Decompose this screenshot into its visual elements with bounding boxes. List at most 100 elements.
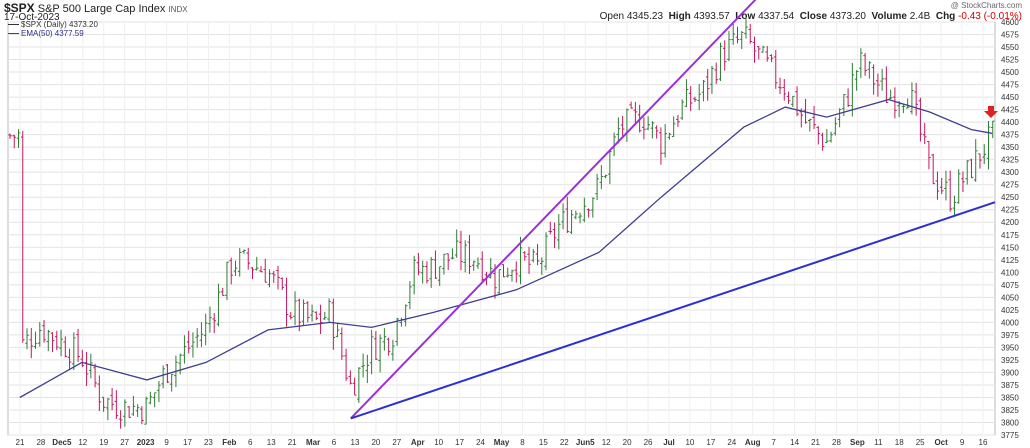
x-tick-label: 21 [288, 438, 297, 447]
x-tick-label: 17 [183, 438, 192, 447]
x-tick-label: 17 [455, 438, 464, 447]
y-tick-label: 4450 [1001, 93, 1019, 102]
y-tick-label: 3925 [1001, 356, 1019, 365]
y-tick-label: 3900 [1001, 368, 1019, 377]
y-tick-label: 3775 [1001, 431, 1019, 440]
y-tick-label: 4200 [1001, 218, 1019, 227]
ema50-line [19, 98, 993, 399]
x-tick-label: 21 [16, 438, 25, 447]
x-tick-label: 20 [371, 438, 380, 447]
lower-trendline [350, 201, 996, 420]
marker-arrow-icon [984, 106, 998, 118]
close-value: 4373.20 [829, 11, 866, 22]
y-tick-label: 4125 [1001, 256, 1019, 265]
y-tick-label: 4500 [1001, 68, 1019, 77]
x-tick-label: 16 [979, 438, 988, 447]
x-tick-label: 9 [164, 438, 169, 447]
y-tick-label: 4575 [1001, 31, 1019, 40]
high-label: High [668, 11, 691, 22]
x-tick-label: 18 [895, 438, 904, 447]
x-tick-label: 19 [99, 438, 108, 447]
volume-label: Volume [871, 11, 907, 22]
y-tick-label: 3950 [1001, 343, 1019, 352]
x-tick-label: Jul [663, 438, 675, 447]
chg-label: Chg [935, 11, 956, 22]
x-tick-label: 21 [811, 438, 820, 447]
x-tick-label: 25 [916, 438, 925, 447]
x-tick-label: 6 [248, 438, 253, 447]
y-tick-label: 4550 [1001, 43, 1019, 52]
y-tick-label: 4025 [1001, 306, 1019, 315]
chg-value: -0.43 (-0.01%) [958, 11, 1022, 22]
ticker: $SPX [4, 1, 35, 15]
x-tick-label: Oct [934, 438, 948, 447]
y-tick-label: 3875 [1001, 381, 1019, 390]
x-tick-label: Apr [411, 438, 425, 447]
ema-swatch [8, 33, 19, 35]
x-tick-label: 6 [332, 438, 337, 447]
y-tick-label: 4375 [1001, 131, 1019, 140]
y-tick-label: 4425 [1001, 106, 1019, 115]
y-tick-label: 4050 [1001, 293, 1019, 302]
x-tick-label: 27 [392, 438, 401, 447]
x-tick-label: 7 [771, 438, 776, 447]
legend: $SPX (Daily) 4373.20 EMA(50) 4377.59 [8, 20, 98, 38]
x-tick-label: Aug [745, 438, 761, 447]
x-tick-label: 8 [520, 438, 525, 447]
legend-ema-entry: EMA(50) 4377.59 [8, 29, 98, 38]
low-value: 4337.54 [758, 11, 795, 22]
high-value: 4393.57 [693, 11, 730, 22]
y-tick-label: 4075 [1001, 281, 1019, 290]
x-tick-label: 28 [36, 438, 45, 447]
index-name: S&P 500 Large Cap Index [37, 3, 166, 15]
x-tick-label: 26 [644, 438, 653, 447]
copyright[interactable]: @ StockCharts.com [950, 1, 1022, 10]
x-tick-label: 27 [120, 438, 129, 447]
y-tick-label: 4525 [1001, 56, 1019, 65]
chart-date: 17-Oct-2023 [4, 12, 60, 23]
y-tick-label: 4250 [1001, 193, 1019, 202]
y-tick-label: 4175 [1001, 231, 1019, 240]
x-tick-label: 11 [874, 438, 883, 447]
y-tick-label: 3825 [1001, 406, 1019, 415]
x-tick-label: 23 [204, 438, 213, 447]
y-tick-label: 3975 [1001, 331, 1019, 340]
y-tick-label: 4600 [1001, 18, 1019, 27]
x-tick-label: 24 [476, 438, 485, 447]
y-tick-label: 4150 [1001, 243, 1019, 252]
volume-value: 2.4B [909, 11, 931, 22]
x-tick-label: Dec5 [52, 438, 72, 447]
upper-trendline [350, 0, 757, 420]
x-tick-label: 20 [623, 438, 632, 447]
y-tick-label: 4350 [1001, 143, 1019, 152]
y-tick-label: 4000 [1001, 318, 1019, 327]
x-tick-label: 10 [685, 438, 694, 447]
x-tick-label: Mar [306, 438, 320, 447]
y-tick-label: 4100 [1001, 268, 1019, 277]
close-label: Close [799, 11, 828, 22]
open-label: Open [599, 11, 625, 22]
symbol-title: $SPX S&P 500 Large Cap Index INDX [4, 1, 188, 15]
x-tick-label: 17 [706, 438, 715, 447]
x-tick-label: 10 [434, 438, 443, 447]
x-tick-label: 12 [78, 438, 87, 447]
y-tick-label: 4275 [1001, 181, 1019, 190]
x-tick-label: May [494, 438, 510, 447]
x-tick-label: Feb [222, 438, 236, 447]
x-tick-label: 22 [560, 438, 569, 447]
legend-ema-label: EMA(50) 4377.59 [21, 29, 84, 38]
x-tick-label: 24 [727, 438, 736, 447]
y-tick-label: 4325 [1001, 156, 1019, 165]
y-tick-label: 3850 [1001, 393, 1019, 402]
x-tick-label: 12 [602, 438, 611, 447]
legend-price-label: $SPX (Daily) 4373.20 [21, 20, 98, 29]
x-tick-label: 9 [960, 438, 965, 447]
low-label: Low [735, 11, 756, 22]
x-tick-label: 15 [539, 438, 548, 447]
x-tick-label: Jun5 [576, 438, 595, 447]
ohlc-readout: Open 4345.23 High 4393.57 Low 4337.54 Cl… [600, 11, 1022, 22]
y-tick-label: 4400 [1001, 118, 1019, 127]
x-tick-label: Sep [850, 438, 865, 447]
y-tick-label: 4475 [1001, 81, 1019, 90]
